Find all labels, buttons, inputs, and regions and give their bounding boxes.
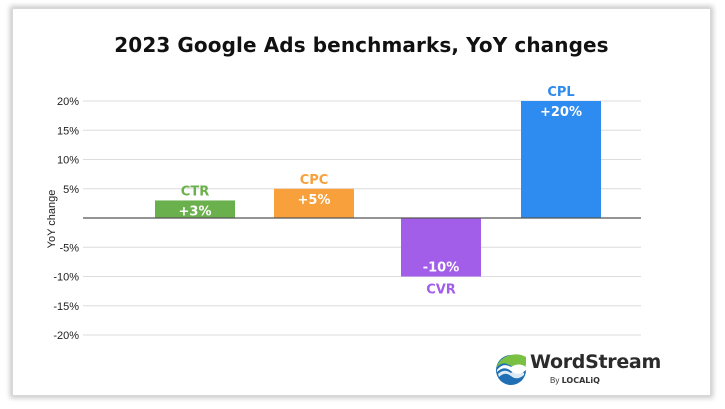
y-axis-label: YoY change <box>46 190 58 249</box>
category-label: CTR <box>181 184 209 199</box>
chart-title: 2023 Google Ads benchmarks, YoY changes <box>114 33 609 57</box>
bar-ctr <box>155 200 235 218</box>
y-tick-label: -5% <box>59 242 79 254</box>
category-label: CPL <box>547 85 574 100</box>
value-label: +5% <box>298 193 331 208</box>
wordstream-wave-icon <box>496 354 526 385</box>
y-tick-label: -10% <box>53 272 79 284</box>
bar-cpl <box>521 101 601 218</box>
bar-chart: 20% 15% 10% 5% -5% -10% -15% -20% YoY change +3% C… <box>46 85 641 342</box>
byline-brand: LOCALiQ <box>561 376 600 385</box>
wordstream-logo: WordStream By LOCALiQ <box>494 351 694 391</box>
y-tick-label: 15% <box>57 125 79 137</box>
value-label: +3% <box>179 204 212 219</box>
logo-wordmark: WordStream <box>530 351 661 373</box>
y-tick-label: 10% <box>57 155 79 167</box>
bar-cpc <box>274 188 354 218</box>
bar-cvr <box>401 218 481 277</box>
y-tick-label: 20% <box>57 96 79 108</box>
category-label: CVR <box>426 283 456 298</box>
logo-byline: By LOCALiQ <box>550 376 600 385</box>
chart-card: 2023 Google Ads benchmarks, YoY changes … <box>12 8 711 396</box>
value-label: -10% <box>423 261 460 276</box>
y-tick-label: -20% <box>53 330 79 342</box>
y-tick-label: -15% <box>53 301 79 313</box>
value-label: +20% <box>540 105 582 120</box>
byline-prefix: By <box>550 376 560 385</box>
y-tick-label: 5% <box>63 184 79 196</box>
category-label: CPC <box>300 173 329 188</box>
